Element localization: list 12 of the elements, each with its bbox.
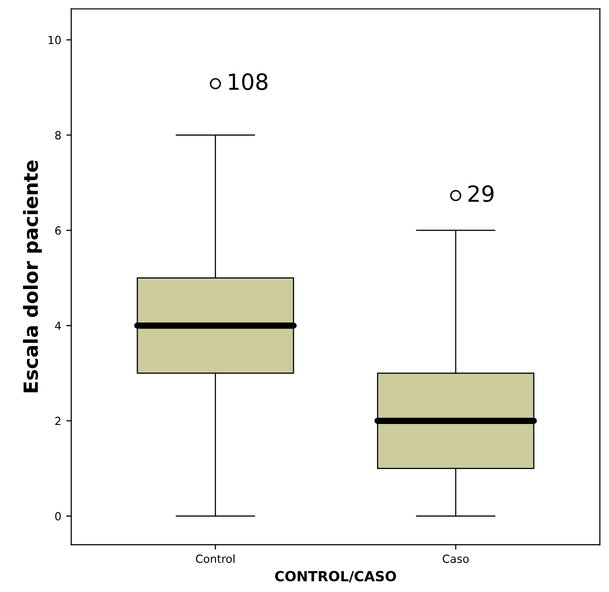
- x-axis-title: CONTROL/CASO: [275, 570, 396, 583]
- y-tick-label: 4: [55, 322, 61, 330]
- y-tick-label: 2: [55, 416, 60, 426]
- annotation: 29: [468, 185, 494, 202]
- y-tick-label: 8: [55, 131, 61, 140]
- y-tick-label: 0: [55, 512, 61, 520]
- y-tick-label: 6: [55, 226, 61, 235]
- x-tick-label: Caso: [442, 554, 469, 563]
- y-axis-title: Escala dolor paciente: [23, 160, 42, 392]
- annotation: 108: [228, 73, 268, 90]
- y-tick-label: 10: [48, 36, 61, 44]
- x-tick-label: Control: [196, 554, 234, 563]
